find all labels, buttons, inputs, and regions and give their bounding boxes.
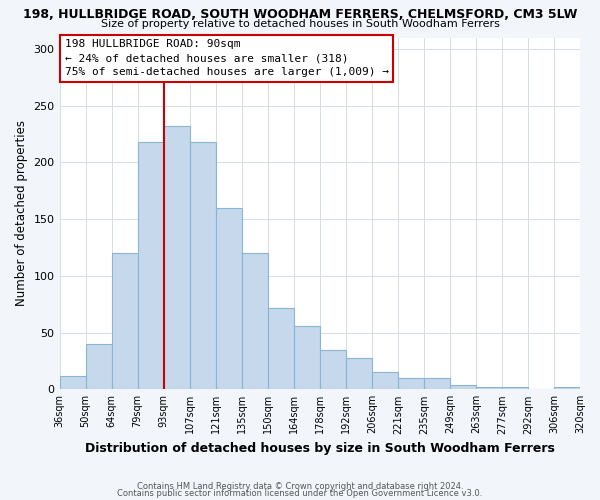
Bar bbox=[554, 387, 580, 390]
Bar bbox=[424, 378, 450, 390]
Bar bbox=[450, 385, 476, 390]
Y-axis label: Number of detached properties: Number of detached properties bbox=[15, 120, 28, 306]
Bar bbox=[346, 358, 372, 390]
Bar bbox=[502, 387, 528, 390]
Bar bbox=[294, 326, 320, 390]
Text: 198, HULLBRIDGE ROAD, SOUTH WOODHAM FERRERS, CHELMSFORD, CM3 5LW: 198, HULLBRIDGE ROAD, SOUTH WOODHAM FERR… bbox=[23, 8, 577, 20]
Bar bbox=[112, 253, 137, 390]
Bar bbox=[59, 376, 86, 390]
Bar bbox=[164, 126, 190, 390]
Text: Contains HM Land Registry data © Crown copyright and database right 2024.: Contains HM Land Registry data © Crown c… bbox=[137, 482, 463, 491]
Bar bbox=[476, 387, 502, 390]
Bar bbox=[190, 142, 215, 390]
Bar bbox=[372, 372, 398, 390]
Bar bbox=[320, 350, 346, 390]
Text: 198 HULLBRIDGE ROAD: 90sqm
← 24% of detached houses are smaller (318)
75% of sem: 198 HULLBRIDGE ROAD: 90sqm ← 24% of deta… bbox=[65, 40, 389, 78]
Bar bbox=[398, 378, 424, 390]
X-axis label: Distribution of detached houses by size in South Woodham Ferrers: Distribution of detached houses by size … bbox=[85, 442, 555, 455]
Bar bbox=[268, 308, 294, 390]
Bar bbox=[86, 344, 112, 390]
Bar bbox=[215, 208, 242, 390]
Bar bbox=[242, 253, 268, 390]
Text: Size of property relative to detached houses in South Woodham Ferrers: Size of property relative to detached ho… bbox=[101, 19, 499, 29]
Bar bbox=[137, 142, 164, 390]
Text: Contains public sector information licensed under the Open Government Licence v3: Contains public sector information licen… bbox=[118, 489, 482, 498]
